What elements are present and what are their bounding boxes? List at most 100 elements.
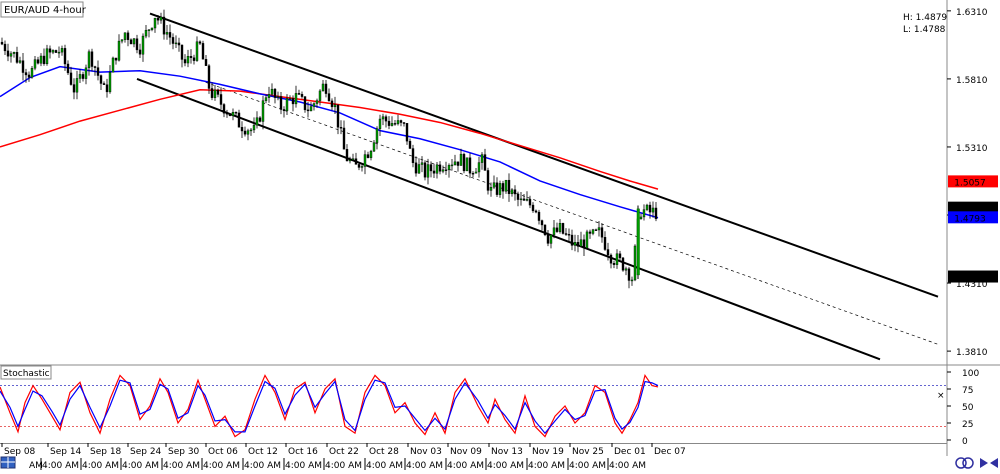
candle[interactable]	[522, 193, 526, 201]
grid-icon[interactable]	[0, 456, 16, 469]
candle[interactable]	[552, 220, 556, 239]
candle[interactable]	[72, 78, 76, 100]
candle[interactable]	[510, 188, 514, 197]
candle[interactable]	[372, 139, 376, 152]
candle[interactable]	[90, 48, 94, 72]
candle[interactable]	[321, 79, 325, 92]
candle[interactable]	[348, 156, 352, 164]
candle[interactable]	[258, 116, 262, 123]
candle[interactable]	[192, 54, 196, 65]
candle[interactable]	[480, 152, 484, 170]
channel-line-1[interactable]	[136, 77, 881, 361]
candle[interactable]	[375, 126, 379, 150]
candle[interactable]	[228, 113, 232, 117]
spike-candle[interactable]	[636, 205, 640, 279]
candle[interactable]	[465, 157, 469, 172]
candle[interactable]	[180, 44, 184, 68]
candle[interactable]	[624, 266, 628, 276]
candle[interactable]	[450, 159, 454, 171]
candle[interactable]	[546, 230, 550, 247]
candle[interactable]	[249, 128, 253, 136]
moving-average-0[interactable]	[0, 89, 659, 190]
candle[interactable]	[108, 65, 112, 94]
candle[interactable]	[222, 103, 226, 118]
scroll-icons[interactable]	[955, 457, 998, 469]
candle[interactable]	[519, 192, 523, 206]
candle[interactable]	[168, 24, 172, 45]
candle[interactable]	[576, 235, 580, 253]
candle[interactable]	[174, 35, 178, 48]
candle[interactable]	[537, 209, 541, 225]
candle[interactable]	[429, 161, 433, 178]
moving-average-1[interactable]	[0, 65, 659, 219]
candle[interactable]	[99, 74, 103, 90]
candle[interactable]	[87, 49, 91, 76]
candle[interactable]	[51, 49, 55, 55]
candle[interactable]	[141, 33, 145, 62]
candle[interactable]	[153, 17, 157, 33]
candle[interactable]	[651, 201, 655, 218]
candle[interactable]	[402, 121, 406, 127]
candle[interactable]	[441, 165, 445, 174]
candle[interactable]	[381, 113, 385, 126]
candle[interactable]	[33, 55, 37, 71]
candle[interactable]	[504, 179, 508, 194]
candle[interactable]	[561, 222, 565, 235]
candle[interactable]	[417, 158, 421, 174]
candle[interactable]	[501, 180, 505, 199]
candle[interactable]	[528, 195, 532, 209]
channel-line-2[interactable]	[199, 79, 939, 345]
candle[interactable]	[156, 15, 160, 25]
candle[interactable]	[630, 276, 634, 286]
candle[interactable]	[567, 228, 571, 243]
candle[interactable]	[516, 191, 520, 207]
candle[interactable]	[27, 71, 31, 82]
candle[interactable]	[276, 91, 280, 101]
stochastic-pane[interactable]	[0, 366, 947, 443]
candle[interactable]	[132, 38, 136, 48]
candle[interactable]	[114, 57, 118, 65]
candle[interactable]	[18, 56, 22, 64]
candle[interactable]	[357, 163, 361, 171]
candle[interactable]	[147, 29, 151, 38]
candle[interactable]	[186, 49, 190, 68]
candle[interactable]	[336, 104, 340, 135]
candle[interactable]	[75, 70, 79, 100]
candle[interactable]	[6, 43, 10, 62]
candle[interactable]	[351, 153, 355, 161]
candle[interactable]	[66, 60, 70, 76]
candle[interactable]	[468, 153, 472, 179]
candle[interactable]	[207, 64, 211, 94]
candle[interactable]	[420, 156, 424, 173]
candle[interactable]	[585, 229, 589, 249]
candle[interactable]	[306, 101, 310, 118]
candle[interactable]	[150, 27, 154, 32]
candle[interactable]	[507, 173, 511, 202]
candle[interactable]	[129, 38, 133, 45]
candle[interactable]	[642, 204, 646, 221]
scroll-right-icon[interactable]	[980, 458, 988, 468]
candle[interactable]	[231, 108, 235, 121]
candle[interactable]	[135, 34, 139, 54]
candle[interactable]	[555, 222, 559, 233]
candle[interactable]	[183, 54, 187, 67]
candle[interactable]	[627, 266, 631, 289]
candle[interactable]	[198, 40, 202, 45]
candle[interactable]	[363, 150, 367, 175]
candle[interactable]	[366, 151, 370, 159]
candle[interactable]	[303, 96, 307, 113]
candle[interactable]	[492, 175, 496, 190]
candle[interactable]	[81, 71, 85, 82]
candle[interactable]	[345, 144, 349, 162]
candle[interactable]	[117, 34, 121, 62]
candle[interactable]	[60, 45, 64, 56]
candle[interactable]	[588, 229, 592, 239]
candle[interactable]	[162, 9, 166, 40]
candle[interactable]	[648, 201, 652, 219]
candle[interactable]	[540, 219, 544, 231]
candle[interactable]	[390, 116, 394, 127]
candle[interactable]	[240, 121, 244, 138]
candle[interactable]	[189, 49, 193, 64]
candle[interactable]	[426, 158, 430, 185]
